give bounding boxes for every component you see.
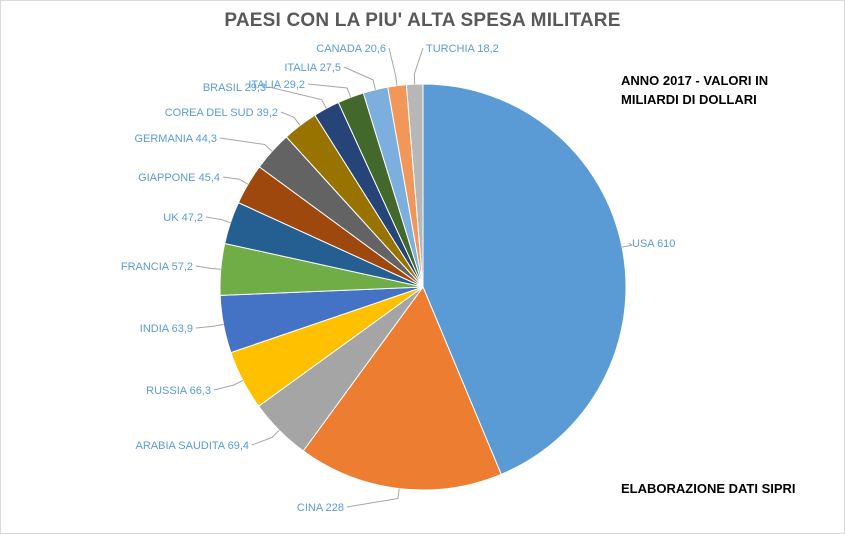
year-note: ANNO 2017 - VALORI IN MILIARDI DI DOLLAR…	[621, 73, 769, 107]
slice-label: ITALIA 27,5	[284, 62, 341, 74]
slice-label: BRASIL 29,3	[203, 82, 266, 94]
leader-line	[195, 265, 221, 270]
leader-line	[268, 86, 327, 109]
source-note: ELABORAZIONE DATI SIPRI	[621, 481, 796, 496]
slice-label: UK 47,2	[163, 212, 203, 224]
slice-label: INDIA 63,9	[140, 323, 193, 335]
leader-line	[413, 47, 424, 85]
slice-label: USA 610	[632, 238, 675, 250]
pie-slice	[422, 83, 627, 475]
slice-label: ARABIA SAUDITA 69,4	[135, 440, 249, 452]
slice-label: TURCHIA 18,2	[426, 43, 499, 55]
leader-line	[195, 323, 224, 329]
leader-line	[251, 429, 280, 446]
leader-line	[388, 47, 398, 86]
slice-label: CINA 228	[297, 502, 344, 514]
slice-label: CANADA 20,6	[316, 43, 386, 55]
slice-label: RUSSIA 66,3	[146, 385, 211, 397]
leader-line	[219, 137, 273, 152]
chart-title: PAESI CON LA PIU' ALTA SPESA MILITARE	[224, 10, 621, 31]
slice-label: FRANCIA 57,2	[121, 261, 193, 273]
slice-label: GIAPPONE 45,4	[138, 172, 220, 184]
leader-line	[213, 379, 244, 391]
leader-line	[222, 176, 249, 185]
leader-line	[205, 216, 231, 224]
leader-line	[621, 242, 633, 248]
slice-label: GERMANIA 44,3	[134, 133, 217, 145]
leader-line	[343, 66, 376, 90]
leader-line	[307, 83, 352, 98]
slice-label: COREA DEL SUD 39,2	[165, 107, 278, 119]
leader-line	[280, 111, 301, 126]
leader-line	[346, 488, 400, 508]
slice-label: ITALIA 29,2	[248, 79, 305, 91]
